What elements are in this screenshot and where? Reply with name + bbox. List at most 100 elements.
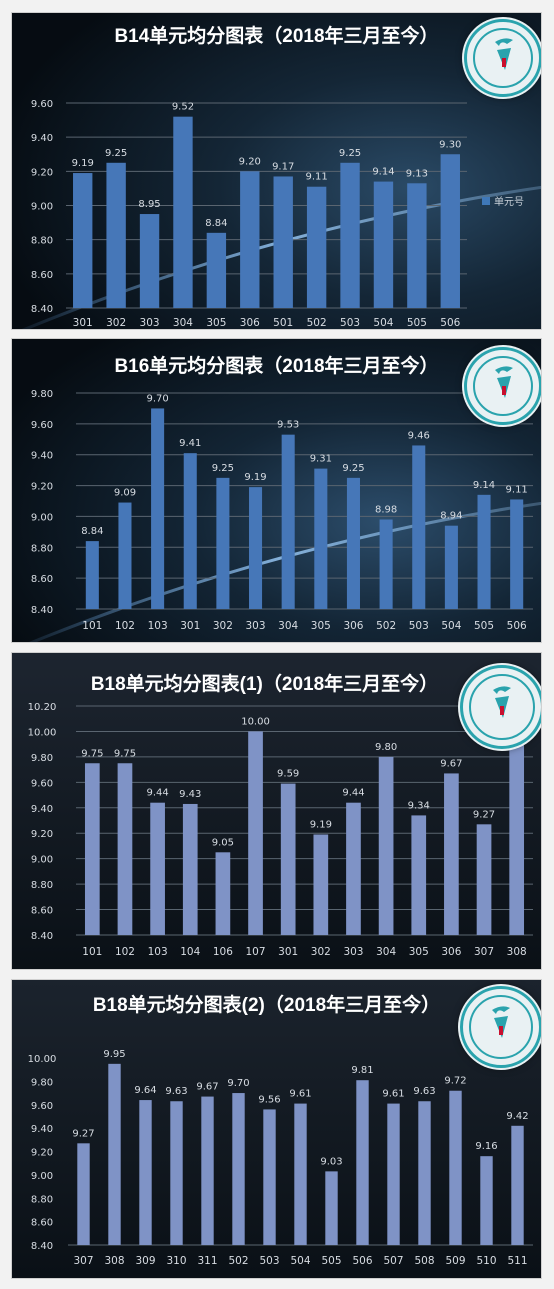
data-label: 9.44: [342, 788, 364, 799]
y-tick-label: 9.20: [31, 482, 53, 493]
y-tick-label: 9.00: [31, 202, 53, 213]
chart-legend: 单元号: [482, 193, 524, 208]
bar: [510, 499, 524, 609]
x-tick-label: 101: [82, 946, 102, 958]
y-tick-label: 9.20: [31, 1148, 53, 1159]
x-tick-label: 504: [373, 317, 393, 329]
bar: [449, 1090, 462, 1245]
data-label: 8.94: [440, 511, 462, 522]
data-label: 9.64: [134, 1085, 156, 1096]
data-label: 9.11: [506, 484, 528, 495]
bar-chart-b18-2: 8.40 8.60 8.80 9.00 9.20 9.40 9.60 9.80 10.00 9.2…: [28, 1049, 533, 1267]
chart-panel-b16: 8.40 8.60 8.80 9.00 9.20 9.40 9.60 9.80 8.84 101 9…: [12, 339, 541, 642]
data-label: 9.95: [103, 1049, 125, 1060]
x-tick-label: 304: [376, 946, 396, 958]
y-tick-label: 9.80: [31, 753, 53, 764]
legend-label: 单元号: [494, 197, 524, 208]
data-label: 9.81: [351, 1065, 373, 1076]
x-tick-label: 501: [273, 317, 293, 329]
y-tick-label: 9.20: [31, 829, 53, 840]
x-tick-label: 301: [180, 620, 200, 632]
y-tick-label: 9.40: [31, 804, 53, 815]
bar: [281, 434, 295, 609]
y-tick-label: 8.80: [31, 880, 53, 891]
bar: [280, 783, 296, 935]
x-tick-label: 503: [259, 1255, 279, 1267]
bar: [356, 1080, 369, 1245]
bar: [263, 1109, 276, 1245]
x-tick-label: 505: [474, 620, 494, 632]
bar: [201, 1096, 214, 1245]
y-tick-label: 8.40: [31, 1241, 53, 1252]
bar: [480, 1156, 493, 1245]
x-tick-label: 106: [213, 946, 233, 958]
x-tick-label: 308: [104, 1255, 124, 1267]
data-label: 9.61: [289, 1089, 311, 1100]
x-tick-label: 502: [228, 1255, 248, 1267]
bar: [476, 824, 492, 935]
data-label: 9.03: [320, 1156, 342, 1167]
bar: [444, 773, 459, 935]
data-label: 9.05: [212, 837, 234, 848]
bar: [346, 802, 361, 935]
data-label: 9.43: [179, 789, 201, 800]
data-label: 9.25: [105, 148, 127, 159]
y-tick-label: 9.00: [31, 855, 53, 866]
y-tick-label: 8.60: [31, 574, 53, 585]
bar-chart-b18-1: 8.40 8.60 8.80 9.00 9.20 9.40 9.60 9.80 10.00 10.…: [28, 702, 533, 958]
data-label: 9.19: [72, 158, 94, 169]
data-label: 9.27: [473, 809, 495, 820]
data-label: 9.20: [239, 156, 261, 167]
x-tick-label: 301: [73, 317, 93, 329]
data-label: 8.95: [138, 199, 160, 210]
data-label: 9.61: [382, 1089, 404, 1100]
data-label: 9.63: [413, 1086, 435, 1097]
y-tick-label: 10.20: [28, 702, 57, 713]
chart-panel-b18-2: 8.40 8.60 8.80 9.00 9.20 9.40 9.60 9.80 10.00 9.2…: [12, 980, 541, 1278]
bar: [170, 1101, 183, 1245]
x-tick-label: 307: [73, 1255, 93, 1267]
bar: [294, 1103, 307, 1245]
bar: [249, 487, 263, 609]
x-tick-label: 311: [197, 1255, 217, 1267]
bar: [77, 1143, 90, 1245]
bar: [379, 519, 393, 609]
data-label: 8.84: [205, 218, 227, 229]
bar: [118, 502, 132, 609]
x-tick-label: 103: [148, 946, 168, 958]
data-label: 9.70: [146, 393, 168, 404]
y-tick-label: 8.60: [31, 1218, 53, 1229]
y-tick-label: 9.60: [31, 99, 53, 110]
data-label: 9.67: [440, 758, 462, 769]
y-tick-label: 9.40: [31, 133, 53, 144]
bar: [340, 162, 360, 308]
x-tick-label: 104: [180, 946, 200, 958]
school-emblem-icon: [460, 665, 541, 749]
x-tick-label: 304: [278, 620, 298, 632]
bar: [325, 1171, 338, 1245]
x-tick-label: 508: [414, 1255, 434, 1267]
data-label: 9.19: [244, 472, 266, 483]
data-label: 9.14: [372, 167, 394, 178]
bar-chart-b14: 8.40 8.60 8.80 9.00 9.20 9.40 9.60 9.19 301 9.25 3…: [31, 99, 467, 329]
data-label: 9.59: [277, 769, 299, 780]
x-tick-label: 507: [383, 1255, 403, 1267]
x-tick-label: 302: [213, 620, 233, 632]
bar: [412, 445, 426, 609]
data-label: 9.25: [212, 463, 234, 474]
x-tick-label: 302: [311, 946, 331, 958]
x-tick-label: 510: [476, 1255, 496, 1267]
data-label: 9.46: [408, 430, 430, 441]
x-tick-label: 304: [173, 317, 193, 329]
data-label: 9.42: [506, 1111, 528, 1122]
bar: [407, 183, 427, 308]
x-tick-label: 302: [106, 317, 126, 329]
y-tick-label: 9.00: [31, 1171, 53, 1182]
chart-panel-b14: 8.40 8.60 8.80 9.00 9.20 9.40 9.60 9.19 301 9.25 3…: [12, 13, 541, 329]
bar: [411, 815, 427, 935]
bar: [106, 162, 126, 308]
data-label: 8.84: [81, 526, 103, 537]
bar: [73, 173, 93, 308]
y-tick-label: 8.40: [31, 931, 53, 942]
data-label: 9.44: [146, 788, 168, 799]
